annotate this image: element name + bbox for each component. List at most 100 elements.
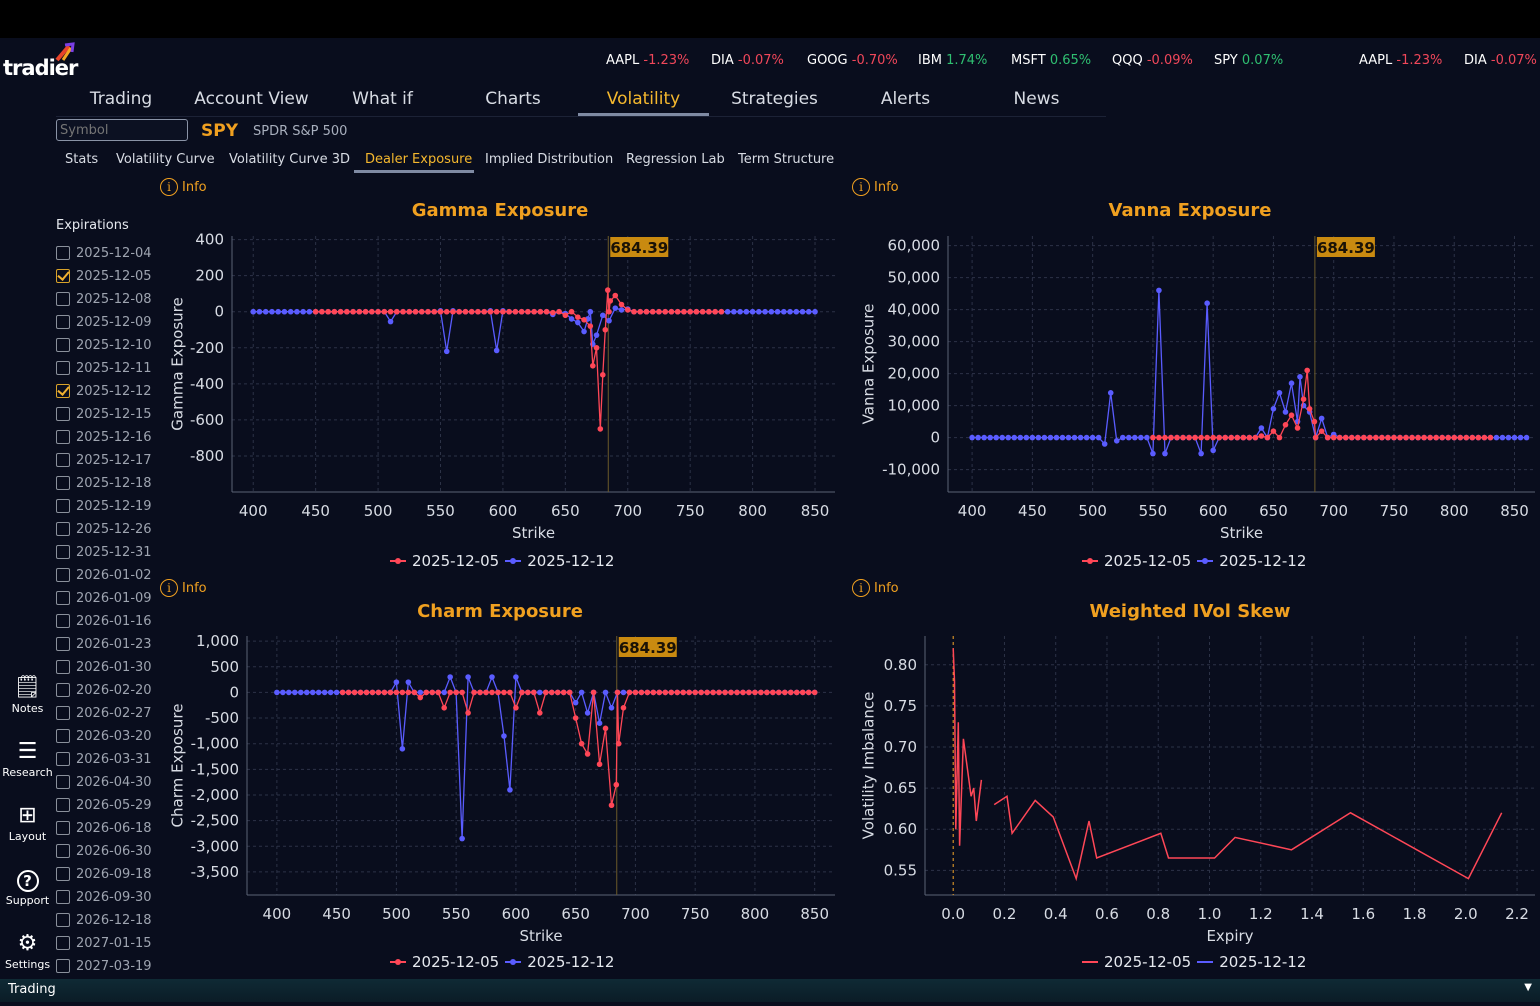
subtab-implied-distribution[interactable]: Implied Distribution — [485, 152, 614, 167]
expiration-checkbox[interactable] — [56, 660, 70, 674]
bottom-bar[interactable]: Trading ▼ — [0, 979, 1540, 1002]
nav-tab-account-view[interactable]: Account View — [194, 89, 309, 109]
expiration-checkbox[interactable] — [56, 407, 70, 421]
nav-tab-strategies[interactable]: Strategies — [731, 89, 818, 109]
subtab-volatility-curve[interactable]: Volatility Curve — [116, 152, 215, 167]
expiration-item[interactable]: 2026-01-23 — [56, 635, 152, 653]
side-tool-layout[interactable]: ⊞ Layout — [0, 804, 55, 844]
expiration-checkbox[interactable] — [56, 246, 70, 260]
expiration-checkbox[interactable] — [56, 936, 70, 950]
subtab-dealer-exposure[interactable]: Dealer Exposure — [365, 152, 473, 167]
expiration-item[interactable]: 2025-12-18 — [56, 474, 152, 492]
expiration-item[interactable]: 2027-01-15 — [56, 934, 152, 952]
expiration-item[interactable]: 2026-01-02 — [56, 566, 152, 584]
ticker-item[interactable]: AAPL -1.23% — [606, 53, 689, 68]
expiration-item[interactable]: 2025-12-10 — [56, 336, 152, 354]
vanna-exposure-legend[interactable]: 2025-12-05 2025-12-12 — [1082, 552, 1306, 570]
expiration-checkbox[interactable] — [56, 315, 70, 329]
ticker-item[interactable]: DIA -0.07% — [711, 53, 784, 68]
expiration-checkbox[interactable] — [56, 913, 70, 927]
expiration-item[interactable]: 2026-05-29 — [56, 796, 152, 814]
info-button[interactable]: i Info — [852, 178, 899, 196]
nav-tab-volatility[interactable]: Volatility — [606, 89, 681, 109]
expiration-item[interactable]: 2025-12-16 — [56, 428, 152, 446]
expiration-item[interactable]: 2027-03-19 — [56, 957, 152, 975]
expiration-item[interactable]: 2026-04-30 — [56, 773, 152, 791]
expiration-item[interactable]: 2026-12-18 — [56, 911, 152, 929]
expiration-item[interactable]: 2026-06-30 — [56, 842, 152, 860]
expiration-item[interactable]: 2026-02-27 — [56, 704, 152, 722]
gamma-exposure-legend[interactable]: 2025-12-05 2025-12-12 — [390, 552, 614, 570]
expiration-checkbox[interactable] — [56, 821, 70, 835]
expiration-checkbox[interactable] — [56, 752, 70, 766]
expiration-checkbox[interactable] — [56, 844, 70, 858]
side-tool-research[interactable]: ☰ Research — [0, 740, 55, 780]
ticker-item[interactable]: MSFT 0.65% — [1011, 53, 1091, 68]
expiration-item[interactable]: 2026-06-18 — [56, 819, 152, 837]
subtab-regression-lab[interactable]: Regression Lab — [626, 152, 725, 167]
expiration-item[interactable]: 2025-12-26 — [56, 520, 152, 538]
expiration-item[interactable]: 2025-12-12 — [56, 382, 152, 400]
expiration-item[interactable]: 2026-03-20 — [56, 727, 152, 745]
expiration-checkbox[interactable] — [56, 338, 70, 352]
expiration-checkbox[interactable] — [56, 453, 70, 467]
expiration-checkbox[interactable] — [56, 430, 70, 444]
weighted-ivol-skew-legend[interactable]: 2025-12-05 2025-12-12 — [1082, 953, 1306, 971]
expiration-checkbox[interactable] — [56, 499, 70, 513]
expiration-item[interactable]: 2026-09-30 — [56, 888, 152, 906]
nav-tab-what-if[interactable]: What if — [352, 89, 413, 109]
ticker-item[interactable]: SPY 0.07% — [1214, 53, 1283, 68]
info-button[interactable]: i Info — [160, 178, 207, 196]
expiration-checkbox[interactable] — [56, 614, 70, 628]
expiration-checkbox[interactable] — [56, 476, 70, 490]
expiration-item[interactable]: 2026-09-18 — [56, 865, 152, 883]
nav-tab-news[interactable]: News — [1013, 89, 1060, 109]
tradier-logo[interactable]: tradier — [3, 42, 83, 82]
expiration-checkbox[interactable] — [56, 867, 70, 881]
expiration-item[interactable]: 2026-02-20 — [56, 681, 152, 699]
side-tool-support[interactable]: ? Support — [0, 868, 55, 907]
expiration-checkbox[interactable] — [56, 522, 70, 536]
expiration-item[interactable]: 2026-01-16 — [56, 612, 152, 630]
subtab-volatility-curve-3d[interactable]: Volatility Curve 3D — [229, 152, 351, 167]
ticker-item[interactable]: AAPL -1.23% — [1359, 53, 1442, 68]
expiration-checkbox[interactable] — [56, 292, 70, 306]
expiration-item[interactable]: 2026-01-30 — [56, 658, 152, 676]
expiration-item[interactable]: 2025-12-09 — [56, 313, 152, 331]
expiration-checkbox[interactable] — [56, 361, 70, 375]
subtab-stats[interactable]: Stats — [65, 152, 99, 167]
subtab-term-structure[interactable]: Term Structure — [738, 152, 835, 167]
expiration-item[interactable]: 2025-12-31 — [56, 543, 152, 561]
chevron-down-icon[interactable]: ▼ — [1524, 982, 1532, 993]
expiration-item[interactable]: 2025-12-17 — [56, 451, 152, 469]
expiration-item[interactable]: 2025-12-15 — [56, 405, 152, 423]
expiration-item[interactable]: 2026-01-09 — [56, 589, 152, 607]
expiration-item[interactable]: 2025-12-08 — [56, 290, 152, 308]
expiration-checkbox[interactable] — [56, 798, 70, 812]
expiration-item[interactable]: 2025-12-11 — [56, 359, 152, 377]
side-tool-settings[interactable]: ⚙ Settings — [0, 932, 55, 972]
expiration-checkbox[interactable] — [56, 591, 70, 605]
nav-tab-trading[interactable]: Trading — [89, 89, 153, 109]
expiration-item[interactable]: 2025-12-19 — [56, 497, 152, 515]
expiration-checkbox[interactable] — [56, 683, 70, 697]
expiration-checkbox[interactable] — [56, 706, 70, 720]
expiration-item[interactable]: 2025-12-05 — [56, 267, 152, 285]
expiration-checkbox[interactable] — [56, 568, 70, 582]
expiration-item[interactable]: 2026-03-31 — [56, 750, 152, 768]
nav-tab-alerts[interactable]: Alerts — [880, 89, 931, 109]
expiration-checkbox[interactable] — [56, 959, 70, 973]
info-button[interactable]: i Info — [852, 579, 899, 597]
expiration-checkbox[interactable] — [56, 775, 70, 789]
charm-exposure-legend[interactable]: 2025-12-05 2025-12-12 — [390, 953, 614, 971]
expiration-checkbox[interactable] — [56, 384, 70, 398]
expiration-checkbox[interactable] — [56, 269, 70, 283]
expiration-checkbox[interactable] — [56, 545, 70, 559]
info-button[interactable]: i Info — [160, 579, 207, 597]
side-tool-notes[interactable]: 🗒 Notes — [0, 676, 55, 716]
expiration-checkbox[interactable] — [56, 637, 70, 651]
expiration-checkbox[interactable] — [56, 890, 70, 904]
nav-tab-charts[interactable]: Charts — [485, 89, 541, 109]
ticker-item[interactable]: QQQ -0.09% — [1112, 53, 1193, 68]
ticker-item[interactable]: IBM 1.74% — [918, 53, 987, 68]
